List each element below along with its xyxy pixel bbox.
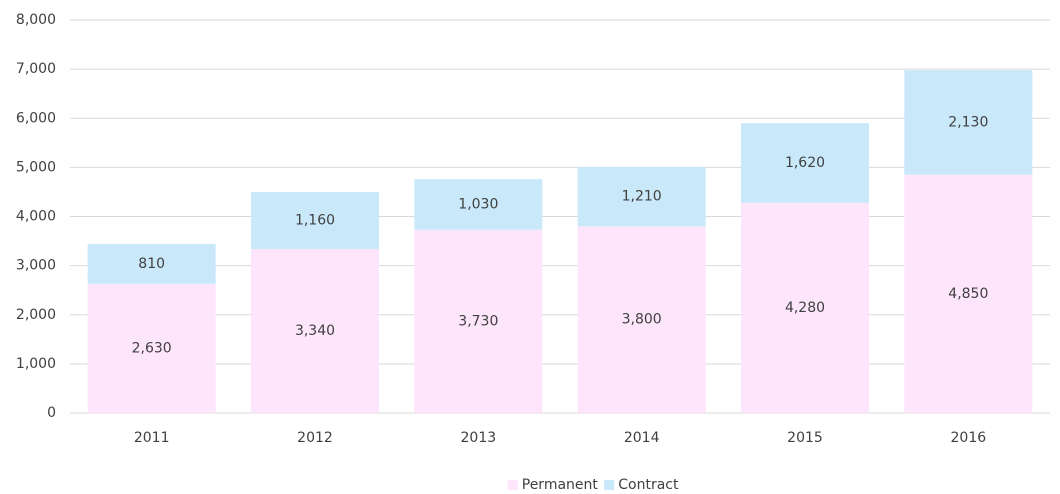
data-label: 2,630	[132, 340, 172, 356]
y-tick-label: 5,000	[16, 159, 56, 175]
bar-segment	[87, 283, 216, 413]
bar-segment	[577, 226, 706, 413]
x-tick-label: 2016	[951, 430, 987, 446]
y-tick-label: 6,000	[16, 110, 56, 126]
data-label: 810	[138, 256, 165, 272]
bar-segment	[577, 166, 706, 227]
y-tick-label: 4,000	[16, 209, 56, 225]
data-label: 3,800	[622, 312, 662, 328]
legend-label: Permanent	[522, 477, 599, 493]
y-tick-label: 3,000	[16, 258, 56, 274]
data-label: 3,340	[295, 323, 335, 339]
bar-segment	[87, 244, 216, 284]
data-label: 1,210	[622, 189, 662, 205]
bar-segment	[904, 70, 1033, 175]
x-tick-label: 2015	[787, 430, 823, 446]
data-label: 1,160	[295, 212, 335, 228]
legend-swatch	[507, 480, 518, 490]
legend-label: Contract	[618, 477, 679, 493]
y-tick-label: 7,000	[16, 61, 56, 77]
bar-segment	[251, 248, 379, 413]
x-tick-label: 2011	[134, 430, 170, 446]
bar-segment	[741, 123, 869, 203]
bar-segment	[414, 179, 543, 230]
x-tick-label: 2013	[461, 430, 497, 446]
bar-segment	[741, 202, 869, 413]
bar-segment	[251, 191, 379, 249]
data-label: 3,730	[458, 313, 498, 329]
data-label: 1,620	[785, 155, 825, 171]
x-tick-label: 2012	[297, 430, 333, 446]
bar-segment	[414, 229, 543, 413]
bar-segment	[904, 174, 1033, 413]
data-label: 4,280	[785, 300, 825, 316]
y-tick-label: 1,000	[16, 356, 56, 372]
data-label: 4,850	[948, 286, 988, 302]
y-tick-label: 2,000	[16, 307, 56, 323]
data-label: 1,030	[458, 196, 498, 212]
data-label: 2,130	[948, 114, 988, 130]
y-tick-label: 0	[47, 405, 56, 421]
x-tick-label: 2014	[624, 430, 660, 446]
legend-swatch	[604, 480, 615, 490]
y-tick-label: 8,000	[16, 12, 56, 28]
